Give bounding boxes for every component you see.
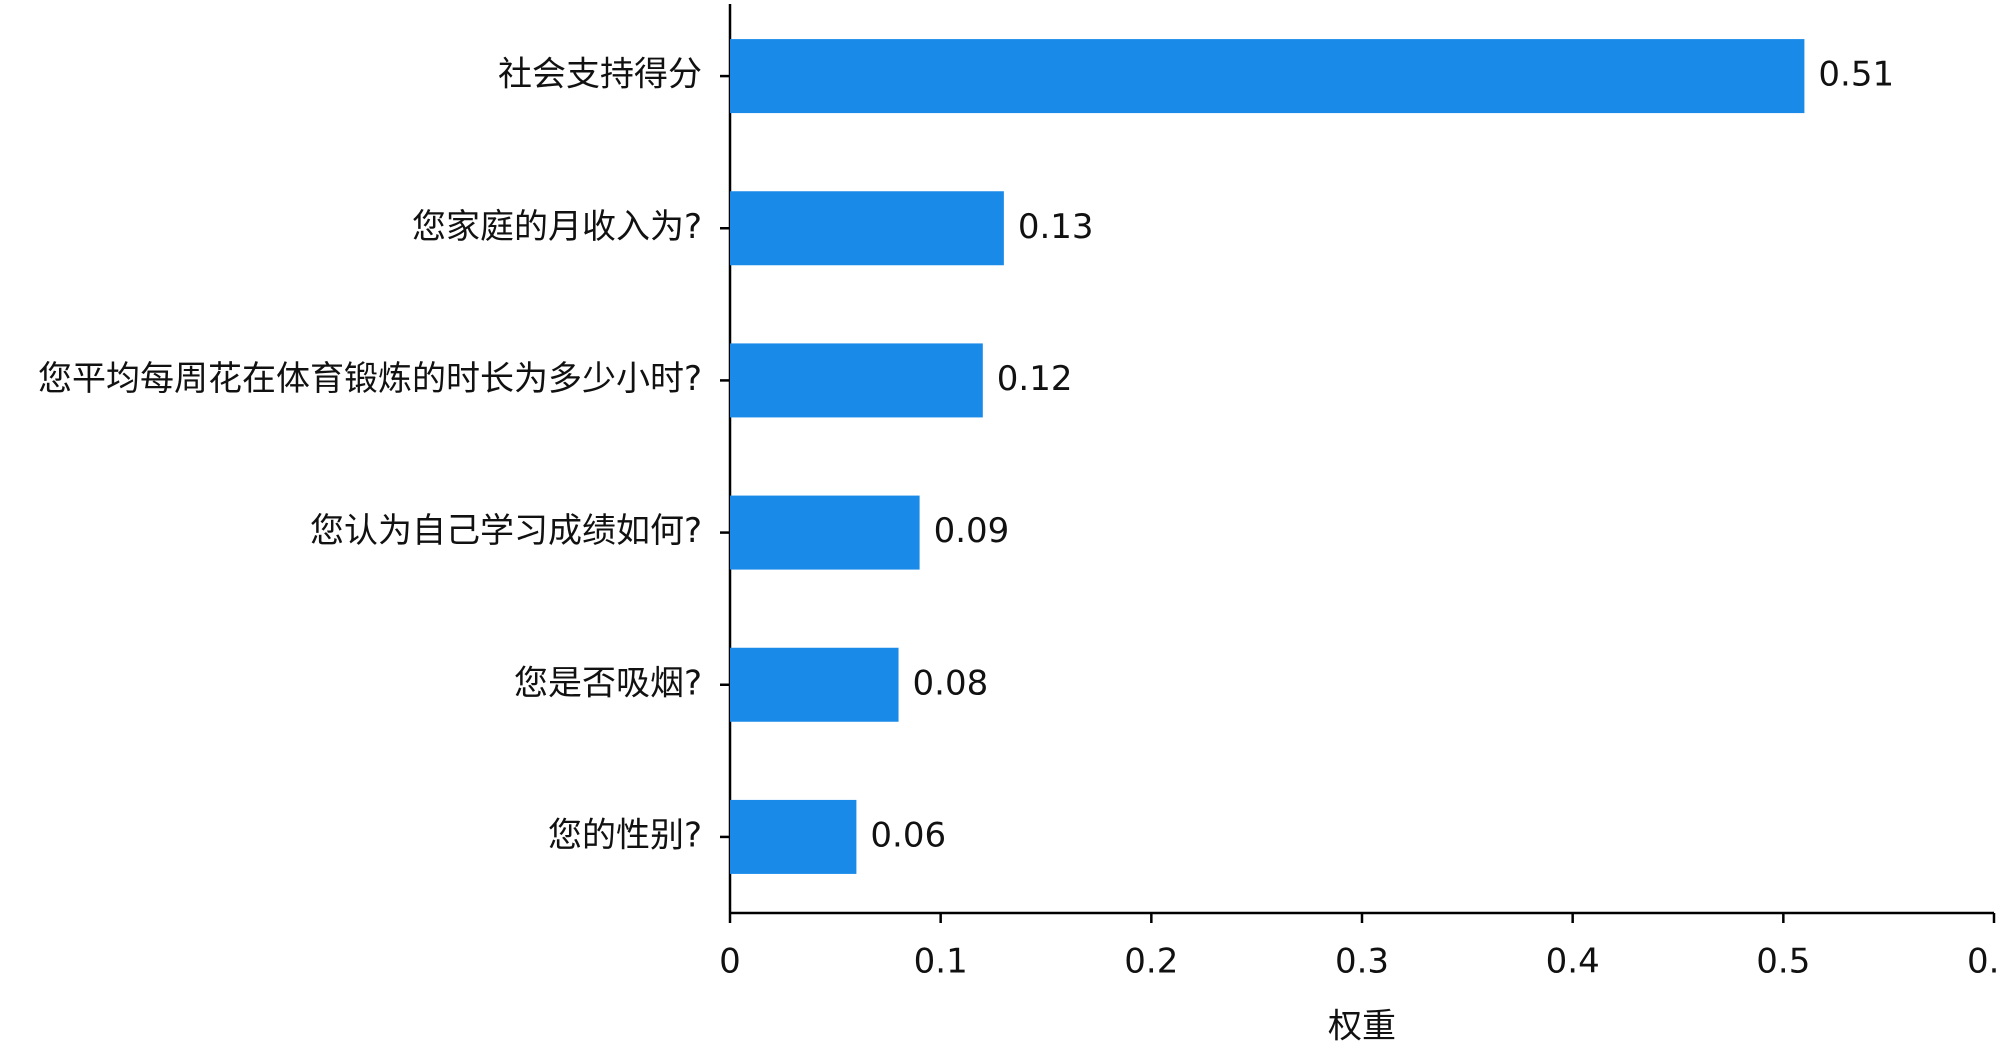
data-label: 0.51 [1818,55,1894,95]
x-tick-label: 0 [719,942,741,982]
data-label: 0.08 [913,663,989,703]
x-tick-label: 0.2 [1124,942,1178,982]
bar [730,343,983,418]
bar [730,799,857,874]
y-tick-label: 您的性别? [548,815,702,855]
bar [730,647,899,722]
x-tick-label: 0.5 [1756,942,1810,982]
x-tick-label: 0.4 [1546,942,1600,982]
data-label: 0.13 [1018,207,1094,247]
x-tick-label: 0.3 [1335,942,1389,982]
y-tick-label: 您家庭的月收入为? [412,207,702,247]
y-tick-label: 您是否吸烟? [514,663,702,703]
x-tick-label: 0.1 [914,942,968,982]
bar [730,191,1004,266]
x-tick-label: 0.6 [1967,942,2000,982]
data-label: 0.06 [870,815,946,855]
x-axis-title: 权重 [1328,1007,1396,1047]
data-label: 0.09 [934,511,1010,551]
y-tick-label: 社会支持得分 [498,55,702,95]
bar [730,495,920,570]
y-tick-label: 您认为自己学习成绩如何? [310,511,702,551]
data-label: 0.12 [997,359,1073,399]
y-tick-label: 您平均每周花在体育锻炼的时长为多少小时? [38,359,702,399]
bar [730,39,1805,114]
